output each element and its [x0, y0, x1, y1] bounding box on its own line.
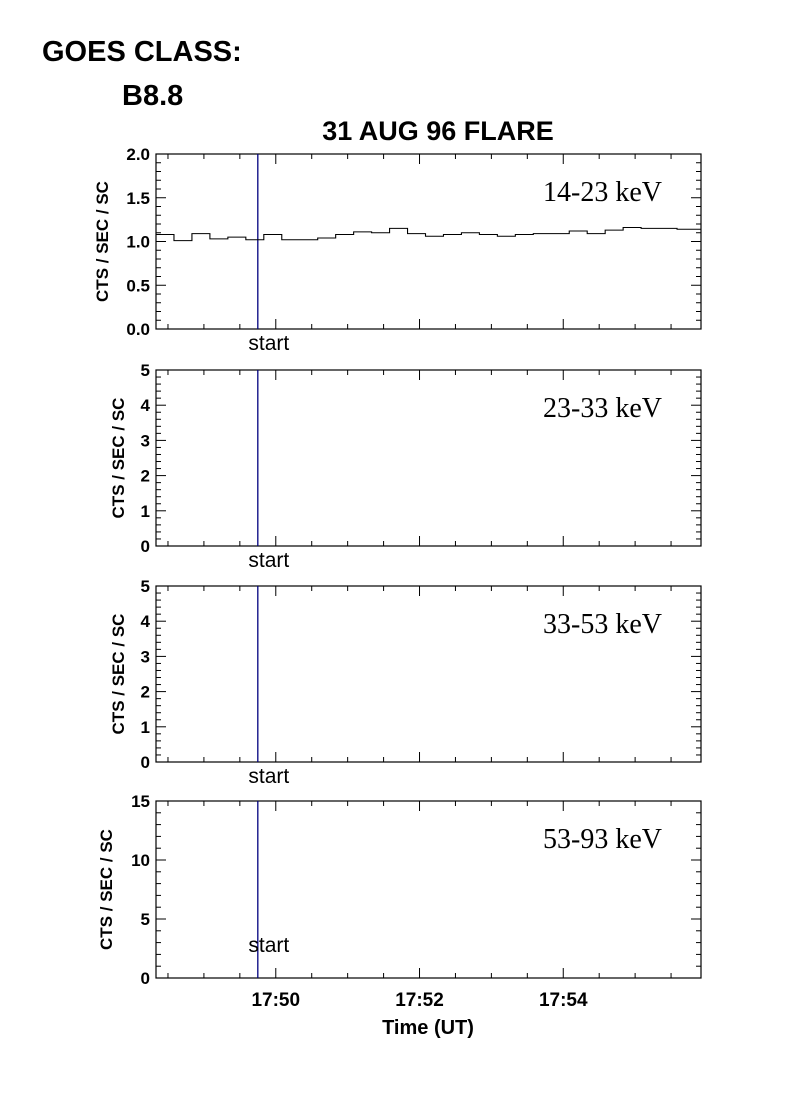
y-tick-label: 5	[141, 910, 150, 929]
y-tick-label: 3	[141, 431, 150, 450]
plot-frame	[155, 585, 702, 763]
y-tick-label: 1	[141, 502, 150, 521]
y-axis-label: CTS / SEC / SC	[93, 181, 112, 302]
energy-band-label: 33-53 keV	[543, 609, 662, 640]
y-tick-label: 1.0	[126, 233, 150, 252]
y-tick-label: 10	[131, 851, 150, 870]
start-marker-label: start	[248, 765, 289, 788]
y-tick-label: 2	[141, 467, 150, 486]
x-tick-label: 17:50	[251, 990, 300, 1011]
count-rate-series	[156, 226, 701, 242]
y-tick-label: 0	[141, 537, 150, 556]
x-tick-label: 17:54	[539, 990, 588, 1011]
y-tick-label: 0.0	[126, 320, 150, 339]
start-marker-label: start	[248, 549, 289, 572]
y-tick-label: 5	[141, 361, 150, 380]
y-tick-label: 1	[141, 718, 150, 737]
start-marker-label: start	[248, 934, 289, 957]
y-tick-label: 0	[141, 969, 150, 988]
y-tick-label: 4	[141, 612, 151, 631]
y-axis-label: CTS / SEC / SC	[97, 829, 116, 950]
y-axis-label: CTS / SEC / SC	[109, 398, 128, 519]
x-axis-label: Time (UT)	[382, 1017, 474, 1039]
y-tick-label: 2.0	[126, 145, 150, 164]
y-tick-label: 0	[141, 753, 150, 772]
y-tick-label: 2	[141, 683, 150, 702]
chart-title: 31 AUG 96 FLARE	[322, 116, 554, 146]
y-tick-label: 15	[131, 792, 150, 811]
energy-band-label: 14-23 keV	[543, 177, 662, 208]
y-tick-label: 5	[141, 577, 150, 596]
goes-class-label: GOES CLASS:	[42, 36, 242, 68]
goes-class-value: B8.8	[122, 80, 184, 112]
y-tick-label: 1.5	[126, 189, 150, 208]
plot-frame	[155, 369, 702, 547]
y-tick-label: 0.5	[126, 276, 150, 295]
plot-frame	[155, 800, 702, 979]
y-axis-label: CTS / SEC / SC	[109, 614, 128, 735]
y-tick-label: 4	[141, 396, 151, 415]
x-tick-label: 17:52	[395, 990, 444, 1011]
y-tick-label: 3	[141, 647, 150, 666]
energy-band-label: 23-33 keV	[543, 393, 662, 424]
energy-band-label: 53-93 keV	[543, 824, 662, 855]
start-marker-label: start	[248, 332, 289, 355]
